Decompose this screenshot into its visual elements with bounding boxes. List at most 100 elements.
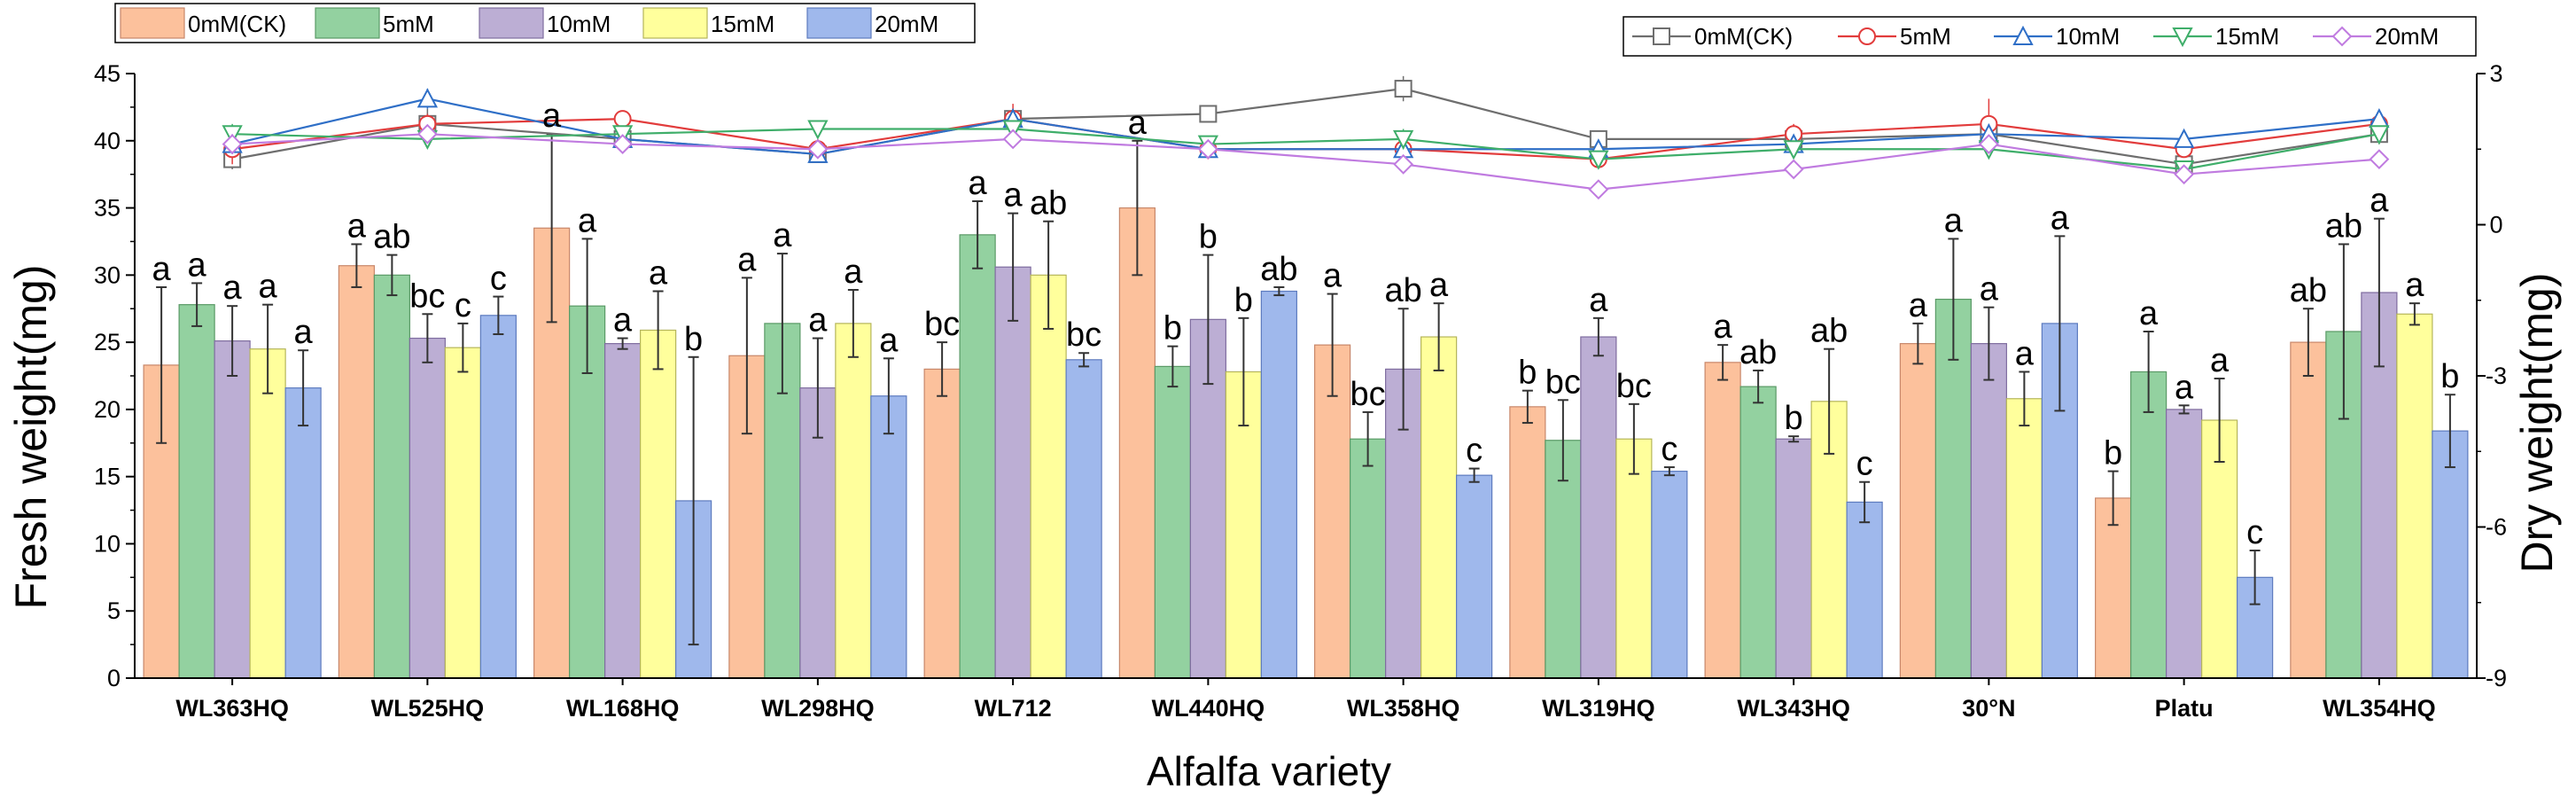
significance-letter: bc: [409, 277, 445, 315]
y2-tick-label: 3: [2489, 60, 2502, 87]
significance-letter: b: [1234, 282, 1253, 319]
bar: [1030, 274, 1067, 679]
bar: [1846, 501, 1883, 679]
line-marker: [1653, 27, 1670, 45]
bar: [1350, 438, 1387, 679]
significance-letter: b: [684, 321, 703, 358]
line-marker: [1392, 129, 1414, 151]
bar-legend-swatch: [642, 7, 708, 39]
bar-legend-label: 0mM(CK): [188, 11, 286, 37]
bar-legend: 0mM(CK) 5mM 10mM 15mM 20mM: [114, 3, 976, 43]
bar: [2290, 341, 2327, 679]
bar-legend-label: 15mM: [711, 11, 774, 37]
bar: [1260, 290, 1297, 679]
significance-letter: a: [2210, 342, 2230, 379]
x-tick-label: WL363HQ: [175, 695, 289, 722]
significance-letter: bc: [1066, 316, 1101, 354]
line-marker: [2331, 26, 2353, 47]
line-marker: [222, 134, 243, 154]
bar: [1651, 471, 1688, 679]
line-marker: [416, 123, 438, 144]
significance-letter: ab: [2290, 272, 2327, 309]
y2-axis-label: Dry weight(mg): [2512, 273, 2562, 574]
bar: [835, 323, 872, 679]
bar: [1739, 386, 1777, 679]
bar: [994, 266, 1031, 679]
line-legend-label: 0mM(CK): [1694, 23, 1793, 50]
bar-legend-label: 20mM: [875, 11, 938, 37]
bar: [284, 387, 322, 679]
y-tick-label: 45: [94, 60, 121, 87]
bar: [1509, 406, 1546, 679]
significance-letter: a: [2139, 295, 2159, 332]
significance-letter: bc: [1350, 376, 1386, 413]
significance-letter: a: [1004, 177, 1023, 215]
line-marker: [1783, 159, 1804, 180]
x-tick-label: WL440HQ: [1152, 695, 1265, 722]
bar: [178, 304, 215, 679]
significance-letter: a: [1323, 258, 1342, 295]
significance-letter: ab: [2325, 207, 2362, 245]
significance-letter: a: [542, 98, 562, 135]
significance-letter: bc: [1545, 363, 1581, 401]
significance-letter: a: [259, 269, 278, 306]
significance-letter: a: [1714, 308, 1733, 346]
x-tick-label: WL168HQ: [566, 695, 680, 722]
significance-letter: b: [1163, 310, 1182, 347]
line-marker: [1858, 27, 1876, 45]
significance-letter: ab: [1030, 185, 1067, 222]
line-series: [232, 133, 2379, 191]
bar: [249, 348, 286, 679]
bar: [444, 347, 481, 679]
significance-letter: b: [2440, 358, 2459, 395]
bar: [604, 343, 642, 679]
bar-legend-swatch: [806, 7, 872, 39]
line-legend-label: 10mM: [2056, 23, 2120, 50]
significance-letter: c: [2246, 514, 2263, 551]
bar: [2005, 398, 2043, 679]
bar: [1154, 365, 1191, 679]
bar: [2201, 419, 2238, 679]
significance-letter: ab: [1260, 251, 1297, 288]
significance-letter: a: [1128, 105, 1148, 142]
line-legend-label: 20mM: [2375, 23, 2439, 50]
significance-letter: a: [879, 322, 899, 359]
line-marker: [1588, 150, 1609, 170]
bar-legend-label: 5mM: [383, 11, 434, 37]
bar: [1456, 474, 1493, 679]
significance-letter: a: [2370, 183, 2389, 220]
y-tick-label: 15: [94, 464, 121, 490]
line-marker: [1783, 140, 1804, 160]
significance-letter: a: [613, 302, 633, 340]
y-tick-label: 35: [94, 195, 121, 222]
significance-letter: b: [1199, 219, 1218, 256]
y-tick-label: 25: [94, 329, 121, 355]
significance-letter: a: [2175, 369, 2194, 406]
significance-letter: ab: [373, 219, 410, 256]
y-tick-label: 20: [94, 396, 121, 423]
x-tick-label: 30°N: [1962, 695, 2015, 722]
line-marker: [1197, 138, 1218, 160]
x-tick-label: WL712: [975, 695, 1052, 722]
line-legend-label: 15mM: [2215, 23, 2279, 50]
significance-letter: ab: [1384, 272, 1421, 309]
significance-letter: a: [223, 269, 243, 307]
bar: [409, 337, 446, 679]
significance-letter: a: [649, 255, 668, 293]
significance-letter: a: [347, 207, 367, 245]
line-marker: [613, 110, 632, 129]
bar: [2130, 371, 2167, 679]
significance-letter: c: [1661, 431, 1677, 468]
y2-tick-label: -9: [2486, 665, 2507, 691]
line-marker: [2369, 149, 2390, 170]
bar-legend-label: 10mM: [547, 11, 611, 37]
y-tick-label: 10: [94, 530, 121, 557]
line-marker: [1393, 153, 1414, 175]
significance-letter: a: [2015, 335, 2035, 372]
x-tick-label: WL358HQ: [1347, 695, 1460, 722]
bar-error-bars: [156, 133, 2455, 646]
bar: [1065, 359, 1102, 679]
bar: [1775, 438, 1812, 679]
bar: [1118, 207, 1156, 679]
bar-legend-swatch: [120, 7, 185, 39]
